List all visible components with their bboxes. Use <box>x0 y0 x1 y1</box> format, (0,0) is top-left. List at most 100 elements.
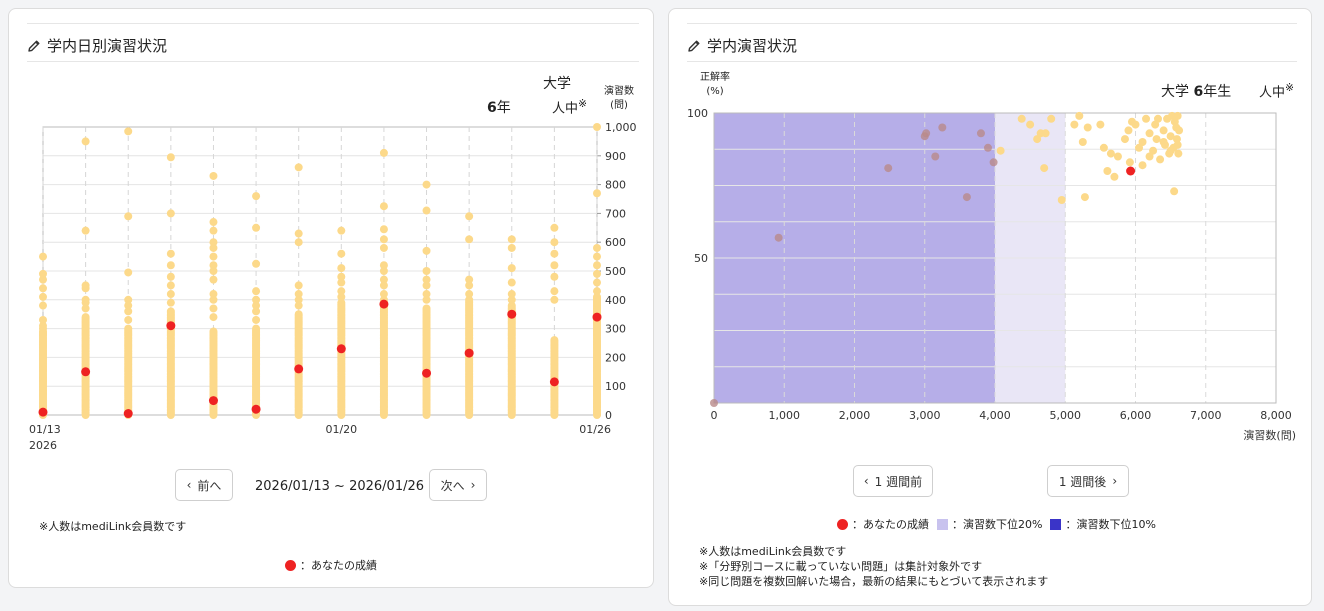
your-point <box>38 407 48 417</box>
student-point <box>550 287 559 296</box>
legend-you-dot <box>285 559 296 571</box>
next-day-button[interactable]: 次へ › <box>429 469 487 501</box>
student-point <box>209 218 218 227</box>
student-point <box>1070 120 1079 129</box>
y-tick-label: 300 <box>605 323 626 336</box>
student-point <box>1047 114 1056 123</box>
student-point <box>379 202 388 211</box>
next-week-button-label: 1 週間後 <box>1058 474 1107 489</box>
student-point <box>1120 135 1129 144</box>
next-week-button[interactable]: 1 週間後 › <box>1047 465 1129 497</box>
student-point <box>1103 167 1112 175</box>
title-top-divider <box>687 23 1297 24</box>
student-point <box>337 226 346 235</box>
legend-bottom20-label: ：演習数下位20% <box>952 518 1043 531</box>
student-point <box>593 189 601 198</box>
school-name-label: 大学 <box>543 76 571 92</box>
student-point <box>124 307 133 316</box>
y-tick-label: 1,000 <box>605 121 637 134</box>
x-tick-label: 01/13 <box>29 423 61 436</box>
student-point <box>593 261 601 270</box>
student-point <box>884 164 893 173</box>
school-grade-label: 大学 6年生 <box>1161 81 1231 101</box>
student-point <box>209 252 218 261</box>
student-point <box>294 295 303 304</box>
daily-practice-chart: 0 100 200 300 400 500 600 700 800 900 1,000 01/13 20… <box>29 121 637 452</box>
your-point <box>166 321 176 331</box>
right-note-1: ※人数はmediLink会員数です <box>699 545 847 558</box>
student-point <box>938 123 947 132</box>
student-point <box>39 252 47 261</box>
student-point <box>379 225 388 234</box>
x-tick-label: 8,000 <box>1260 409 1292 422</box>
chevron-left-icon: ‹ <box>863 474 869 488</box>
y-tick-label: 0 <box>605 409 612 422</box>
student-point <box>166 261 175 270</box>
x-axis-title: 演習数(問) <box>1243 428 1296 442</box>
student-point <box>593 269 601 278</box>
next-day-button-label: 次へ <box>440 478 465 493</box>
student-point <box>81 284 90 293</box>
your-point <box>422 368 432 378</box>
student-point <box>465 212 474 221</box>
student-point <box>124 301 133 310</box>
grade-suffix: 年生 <box>1203 84 1232 100</box>
grade-number: 6 <box>1193 84 1204 100</box>
student-point <box>1080 193 1089 202</box>
student-point <box>422 304 431 313</box>
y-tick-label: 600 <box>605 236 626 249</box>
date-range-label: 2026/01/13 ~ 2026/01/26 <box>255 479 425 494</box>
student-point <box>209 243 218 252</box>
student-point <box>1166 132 1175 141</box>
student-point <box>124 324 133 333</box>
student-point <box>1078 138 1087 146</box>
student-point <box>1166 146 1175 155</box>
student-point <box>550 295 559 304</box>
student-point <box>1017 114 1026 123</box>
y-tick-label: 700 <box>605 207 626 220</box>
student-point <box>294 310 303 319</box>
x-tick-label: 4,000 <box>979 409 1011 422</box>
student-point <box>422 206 431 215</box>
student-point <box>124 295 133 304</box>
student-point <box>465 275 474 284</box>
student-point <box>989 158 998 167</box>
student-point <box>252 301 261 310</box>
left-legend: ：あなたの成績 <box>285 557 377 573</box>
student-point <box>209 238 218 247</box>
student-point <box>422 275 431 284</box>
student-point <box>550 238 559 247</box>
student-point <box>1172 135 1181 144</box>
student-point <box>209 267 218 275</box>
right-note-2: ※「分野別コースに載っていない問題」は集計対象外です <box>699 560 983 573</box>
student-point <box>209 275 218 284</box>
y-tick-label: 400 <box>605 294 626 307</box>
student-point <box>593 243 601 252</box>
student-point <box>422 295 431 304</box>
y-axis-title: 演習数 (問) <box>599 85 639 113</box>
prev-day-button[interactable]: ‹ 前へ <box>175 469 233 501</box>
student-point <box>507 278 516 287</box>
student-point <box>209 295 218 304</box>
prev-week-button[interactable]: ‹ 1 週間前 <box>853 465 933 497</box>
student-point <box>379 235 388 244</box>
student-point <box>550 272 559 281</box>
title-bottom-divider <box>687 61 1297 62</box>
daily-practice-title-text: 学内日別演習状況 <box>47 37 168 55</box>
student-point <box>1099 143 1108 152</box>
grade-number: 6 <box>487 100 497 116</box>
student-point <box>379 148 388 157</box>
student-point <box>166 249 175 258</box>
student-point <box>1124 126 1133 135</box>
student-point <box>1096 120 1105 129</box>
student-point <box>465 235 474 244</box>
people-count-mark: ※ <box>1285 81 1295 94</box>
student-point <box>39 292 47 301</box>
student-point <box>252 287 261 296</box>
student-point <box>507 243 516 252</box>
student-point <box>507 301 516 310</box>
y-tick-label: 100 <box>687 107 708 120</box>
x-tick-label: 01/26 <box>579 423 611 436</box>
people-count-label: 人中※ <box>1259 81 1294 100</box>
student-point <box>209 313 218 322</box>
